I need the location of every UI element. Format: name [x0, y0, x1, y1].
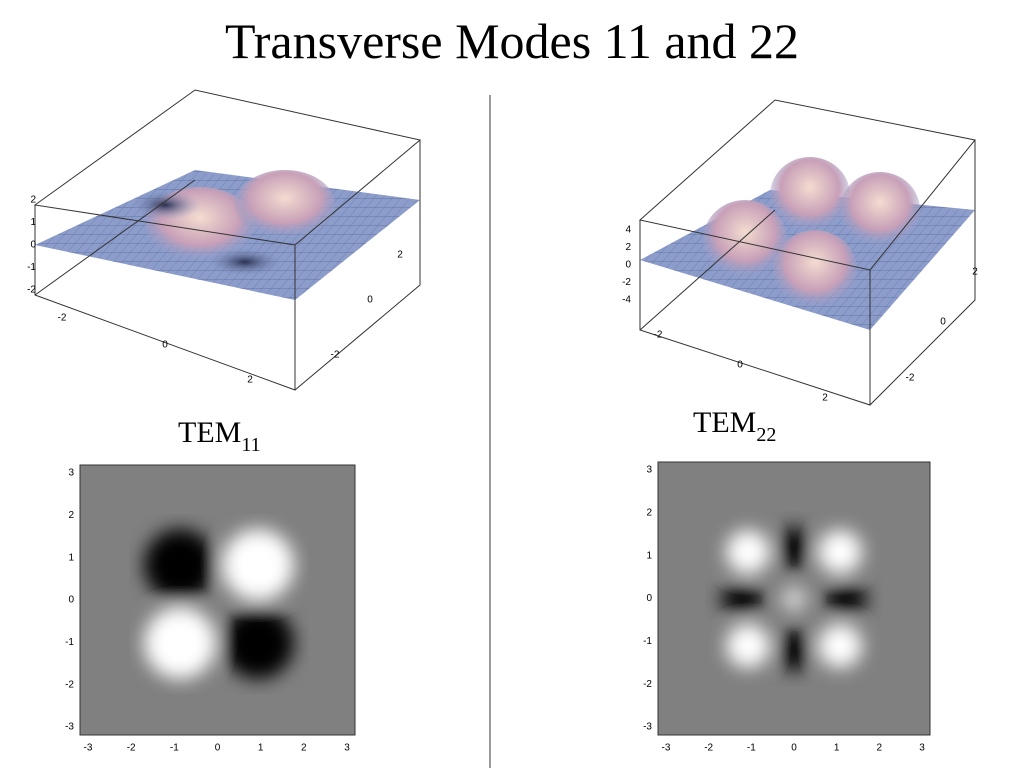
x-tick-label: 2 [877, 743, 883, 754]
y-tick-label: 2 [397, 250, 403, 261]
x-tick-label: 2 [247, 375, 253, 386]
x-tick-label: -2 [127, 743, 136, 754]
x-tick-label: 0 [215, 743, 221, 754]
y-tick-label: -1 [65, 637, 74, 648]
z-tick-label: 2 [30, 195, 36, 206]
y-tick-label: 1 [68, 552, 74, 563]
x-tick-label: 3 [919, 743, 925, 754]
x-tick-label: -2 [58, 313, 67, 324]
surface-plot [638, 99, 976, 406]
y-tick-label: 0 [367, 295, 373, 306]
x-tick-label: 0 [791, 743, 797, 754]
x-tick-label: -2 [654, 330, 663, 341]
y-tick-label: 2 [68, 510, 74, 521]
y-tick-label: 1 [646, 550, 652, 561]
mode-label: TEM22 [693, 406, 776, 446]
z-tick-label: -1 [27, 262, 36, 273]
slide-title: Transverse Modes 11 and 22 [225, 13, 799, 69]
y-tick-label: 3 [646, 465, 652, 476]
y-tick-label: 0 [940, 317, 946, 328]
x-tick-label: 3 [344, 743, 350, 754]
y-tick-label: 0 [68, 595, 74, 606]
y-tick-label: -2 [331, 350, 340, 361]
y-tick-label: -3 [65, 722, 74, 733]
z-tick-label: -2 [622, 277, 631, 288]
y-tick-label: -2 [643, 679, 652, 690]
z-tick-label: 4 [625, 225, 631, 236]
y-tick-label: 3 [68, 468, 74, 479]
y-tick-label: 0 [646, 593, 652, 604]
x-tick-label: -2 [704, 743, 713, 754]
x-tick-label: -1 [170, 743, 179, 754]
y-tick-label: -3 [643, 722, 652, 733]
x-tick-label: 0 [737, 360, 743, 371]
x-tick-label: -3 [662, 743, 671, 754]
x-tick-label: 1 [834, 743, 840, 754]
z-tick-label: 0 [30, 240, 36, 251]
x-tick-label: -1 [747, 743, 756, 754]
y-tick-label: -2 [65, 679, 74, 690]
surface-plot [33, 89, 422, 391]
x-tick-label: 1 [258, 743, 264, 754]
y-tick-label: -1 [643, 636, 652, 647]
z-tick-label: 0 [625, 260, 631, 271]
density-plot [79, 464, 356, 736]
x-tick-label: -3 [84, 743, 93, 754]
y-tick-label: 2 [972, 267, 978, 278]
y-tick-label: 2 [646, 507, 652, 518]
x-tick-label: 2 [301, 743, 307, 754]
y-tick-label: -2 [906, 373, 915, 384]
x-tick-label: 0 [162, 340, 168, 351]
x-tick-label: 2 [822, 393, 828, 404]
mode-label: TEM11 [178, 416, 261, 456]
z-tick-label: 1 [30, 217, 36, 228]
z-tick-label: -4 [622, 295, 631, 306]
z-tick-label: 2 [625, 242, 631, 253]
density-plot [657, 461, 931, 736]
z-tick-label: -2 [27, 285, 36, 296]
